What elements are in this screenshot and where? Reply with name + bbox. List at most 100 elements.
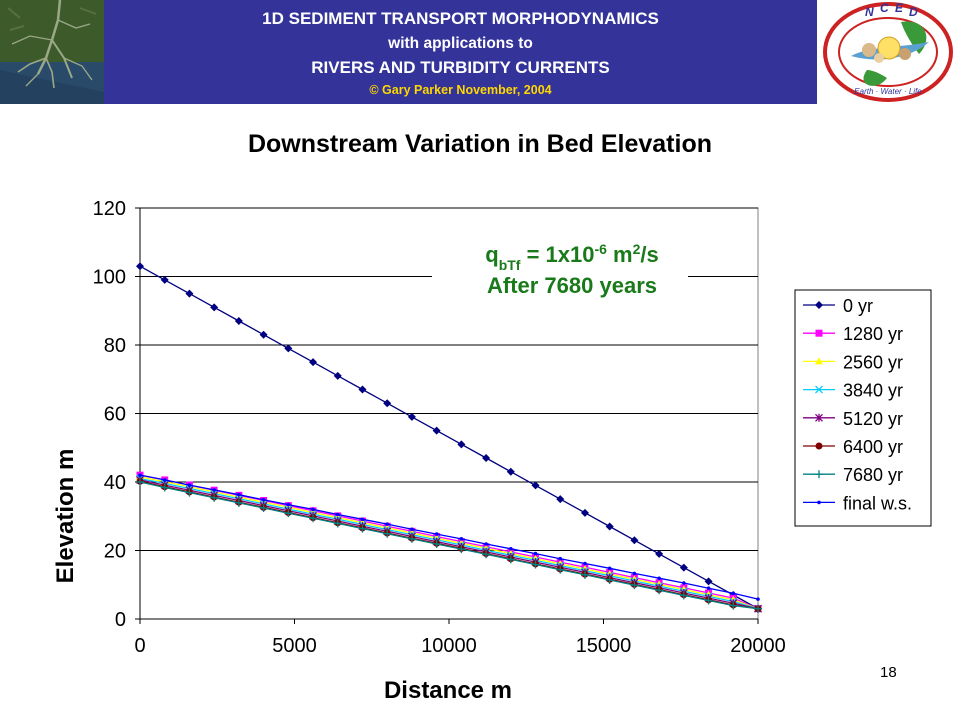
y-axis-label: Elevation m xyxy=(52,449,79,584)
legend-entry: 2560 yr xyxy=(803,352,903,372)
copyright-notice: © Gary Parker November, 2004 xyxy=(369,83,552,97)
x-tick-label: 15000 xyxy=(576,635,632,657)
data-point xyxy=(607,566,612,571)
legend-entry: final w.s. xyxy=(803,493,912,513)
data-point xyxy=(212,488,216,492)
series-layer xyxy=(136,262,762,613)
data-point xyxy=(531,560,540,569)
data-point xyxy=(432,426,441,435)
data-point xyxy=(160,275,169,284)
legend-items: 0 yr 1280 yr 2560 yr 3840 yr 5120 yr 6400 yr 7… xyxy=(803,296,912,513)
x-axis-ticks: 0 5000 10000 15000 20000 xyxy=(134,619,786,657)
bed-elevation-chart: Downstream Variation in Bed Elevation 0 2… xyxy=(52,130,932,704)
series-line xyxy=(139,480,759,610)
data-point xyxy=(484,542,488,546)
legend-marker xyxy=(815,329,823,337)
chart-title: Downstream Variation in Bed Elevation xyxy=(248,130,712,158)
data-point xyxy=(580,570,589,579)
legend-marker xyxy=(815,413,823,422)
series-line xyxy=(139,474,759,610)
legend-marker xyxy=(817,500,821,505)
annotation-formula: qbTf = 1x10-6 m2/s xyxy=(485,241,659,273)
y-tick-label: 0 xyxy=(115,609,126,631)
data-point xyxy=(259,504,268,513)
legend-entry: 0 yr xyxy=(803,296,873,316)
data-point xyxy=(583,561,587,566)
series-0-yr xyxy=(136,262,762,613)
data-point xyxy=(383,529,392,538)
legend-label: 1280 yr xyxy=(843,324,903,344)
data-point xyxy=(407,412,416,421)
y-tick-label: 20 xyxy=(104,541,126,563)
data-point xyxy=(335,512,340,517)
data-point xyxy=(360,517,365,522)
data-point xyxy=(358,524,367,533)
data-point xyxy=(309,514,318,523)
legend-label: 2560 yr xyxy=(843,352,903,372)
data-point xyxy=(679,563,688,572)
data-point xyxy=(704,577,713,586)
legend-marker xyxy=(815,442,823,450)
legend-label: 7680 yr xyxy=(843,465,903,485)
banner-text: 1D SEDIMENT TRANSPORT MORPHODYNAMICS wit… xyxy=(104,0,817,104)
annotation: qbTf = 1x10-6 m2/s After 7680 years xyxy=(432,230,688,304)
legend-label: final w.s. xyxy=(843,493,912,513)
legend-marker xyxy=(815,385,823,394)
y-tick-label: 40 xyxy=(104,472,126,494)
legend-marker xyxy=(815,301,823,309)
slide-number: 18 xyxy=(880,664,897,681)
logo-letter-c: C xyxy=(880,1,889,15)
legend-box xyxy=(794,289,932,527)
banner-band xyxy=(0,0,817,104)
x-tick-label: 20000 xyxy=(730,635,786,657)
logo-motto: Earth · Water · Life xyxy=(854,87,922,96)
y-axis-ticks: 0 20 40 60 80 100 120 xyxy=(93,198,140,631)
annotation-q: q xyxy=(485,242,498,267)
data-point xyxy=(729,601,738,610)
data-point xyxy=(704,596,713,605)
annotation-unit-pre: m xyxy=(607,242,633,267)
data-point xyxy=(410,527,414,532)
data-point xyxy=(138,473,142,477)
x-tick-label: 10000 xyxy=(421,635,477,657)
y-tick-label: 100 xyxy=(93,267,126,289)
legend-entry: 3840 yr xyxy=(803,381,903,401)
annotation-eq-exponent: -6 xyxy=(594,241,607,257)
annotation-q-subscript: bTf xyxy=(499,257,521,273)
nced-logo: N C E D Earth · Water · Life xyxy=(823,1,953,102)
data-point xyxy=(731,591,736,596)
series-line xyxy=(139,476,759,610)
data-point xyxy=(630,536,639,545)
logo-letter-n: N xyxy=(865,5,874,19)
data-point xyxy=(533,551,538,556)
x-tick-label: 5000 xyxy=(272,635,317,657)
data-point xyxy=(333,519,342,528)
data-point xyxy=(187,483,192,487)
data-point xyxy=(679,591,688,600)
legend-entry: 5120 yr xyxy=(803,409,903,429)
data-point xyxy=(655,586,664,595)
data-point xyxy=(706,586,711,590)
data-point xyxy=(482,550,491,559)
data-point xyxy=(434,532,439,536)
data-point xyxy=(160,483,169,492)
data-point xyxy=(234,498,243,507)
data-point xyxy=(754,604,762,613)
course-title: 1D SEDIMENT TRANSPORT MORPHODYNAMICS xyxy=(262,9,659,28)
legend-label: 0 yr xyxy=(843,296,873,316)
data-point xyxy=(558,556,563,561)
data-point xyxy=(556,495,565,504)
y-tick-label: 120 xyxy=(93,198,126,220)
series-line xyxy=(139,474,759,600)
annotation-unit-post: /s xyxy=(640,242,658,267)
annotation-time: After 7680 years xyxy=(487,273,657,298)
data-point xyxy=(311,507,315,512)
data-point xyxy=(756,597,760,601)
data-point xyxy=(457,545,466,554)
data-point xyxy=(210,303,219,312)
x-tick-label: 0 xyxy=(134,635,145,657)
legend-label: 6400 yr xyxy=(843,437,903,457)
data-point xyxy=(358,385,367,394)
data-point xyxy=(162,478,167,482)
legend-label: 3840 yr xyxy=(843,381,903,401)
